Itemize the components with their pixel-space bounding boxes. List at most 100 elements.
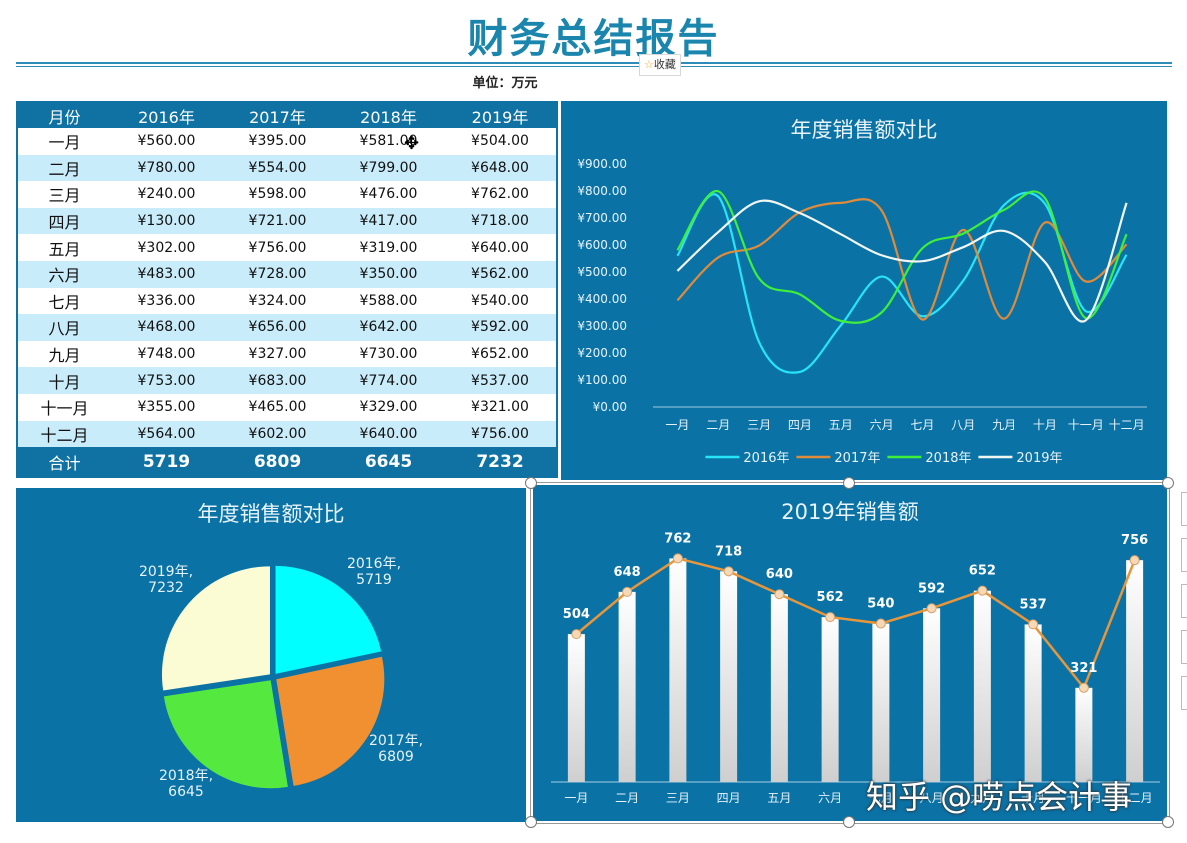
table-cell[interactable]: ¥721.00 <box>221 207 333 235</box>
table-cell[interactable]: ¥476.00 <box>359 186 418 203</box>
table-cell[interactable]: ¥321.00 <box>471 399 529 416</box>
resize-handle[interactable] <box>1162 477 1174 489</box>
table-cell[interactable]: ¥748.00 <box>137 346 196 363</box>
table-cell[interactable]: ¥468.00 <box>110 314 222 341</box>
table-cell[interactable]: 三月 <box>48 186 81 206</box>
table-row: 一月 ¥560.00 ¥395.00 ¥581.00 ¥504.00 <box>17 128 557 155</box>
x-tick-label: 二月 <box>615 791 639 805</box>
table-cell[interactable]: ¥240.00 <box>137 186 196 203</box>
sales-table: 月份 2016年 2017年 2018年 2019年 一月 ¥560.00 ¥395.00 ¥… <box>16 101 558 479</box>
table-cell[interactable]: ¥762.00 <box>471 186 529 203</box>
table-cell[interactable]: 十一月 <box>40 399 89 419</box>
side-tool-button[interactable] <box>1181 630 1187 664</box>
table-cell[interactable]: ¥355.00 <box>137 399 196 416</box>
trend-point <box>926 603 937 614</box>
table-cell[interactable]: ¥598.00 <box>248 186 307 203</box>
resize-handle[interactable] <box>525 477 537 489</box>
table-cell[interactable]: ¥756.00 <box>248 239 307 256</box>
table-cell[interactable]: 二月 <box>17 154 111 182</box>
trend-point <box>622 586 633 597</box>
side-tool-button[interactable] <box>1181 584 1187 618</box>
table-cell[interactable]: ¥799.00 <box>333 154 445 182</box>
table-header-row: 月份 2016年 2017年 2018年 2019年 <box>17 102 557 128</box>
table-cell[interactable]: ¥319.00 <box>359 239 418 256</box>
table-cell[interactable]: ¥656.00 <box>221 314 333 341</box>
table-cell[interactable]: ¥652.00 <box>471 346 529 363</box>
bar <box>821 617 839 782</box>
table-cell[interactable]: ¥756.00 <box>444 420 557 448</box>
table-cell[interactable]: ¥730.00 <box>359 346 418 363</box>
report-title: 财务总结报告 <box>467 16 720 62</box>
table-cell[interactable]: ¥640.00 <box>471 239 529 256</box>
table-cell[interactable]: ¥560.00 <box>137 133 196 150</box>
pie-label: 2017年, <box>369 733 423 749</box>
move-cursor-icon: ✥ <box>404 133 420 154</box>
table-cell[interactable]: ¥350.00 <box>333 260 445 288</box>
pie-slice-2016年 <box>275 565 382 674</box>
table-cell[interactable]: 八月 <box>17 314 111 341</box>
x-tick-label: 一月 <box>564 791 588 805</box>
table-cell[interactable]: ¥602.00 <box>221 420 333 448</box>
table-cell[interactable]: ¥640.00 <box>333 420 445 448</box>
resize-handle[interactable] <box>843 477 855 489</box>
table-cell[interactable]: ¥324.00 <box>248 292 307 309</box>
table-total-cell[interactable]: 合计 <box>17 447 111 478</box>
table-cell[interactable]: ¥540.00 <box>471 292 529 309</box>
table-cell[interactable]: ¥302.00 <box>137 239 196 256</box>
table-cell[interactable]: ¥130.00 <box>110 207 222 235</box>
table-cell[interactable]: 十月 <box>17 367 111 394</box>
table-cell[interactable]: ¥648.00 <box>444 154 557 182</box>
table-total-cell[interactable]: 5719 <box>110 447 222 478</box>
table-cell[interactable]: ¥753.00 <box>110 367 222 394</box>
table-cell[interactable]: ¥327.00 <box>248 346 307 363</box>
table-cell[interactable]: ¥774.00 <box>333 367 445 394</box>
table-cell[interactable]: 一月 <box>48 133 81 153</box>
table-cell[interactable]: ¥642.00 <box>333 314 445 341</box>
table-cell[interactable]: ¥504.00 <box>471 133 529 150</box>
side-tool-button[interactable] <box>1181 538 1187 572</box>
series-line-2018 <box>676 190 1128 324</box>
table-cell[interactable]: 六月 <box>17 260 111 288</box>
bar <box>618 591 636 782</box>
table-cell[interactable]: ¥329.00 <box>359 399 418 416</box>
table-cell[interactable]: ¥581.00 <box>359 133 418 150</box>
table-total-cell[interactable]: 7232 <box>444 447 557 478</box>
table-cell[interactable]: ¥588.00 <box>359 292 418 309</box>
table-cell[interactable]: 四月 <box>17 207 111 235</box>
table-row: 十二月 ¥564.00 ¥602.00 ¥640.00 ¥756.00 <box>17 420 557 448</box>
table-cell[interactable]: ¥483.00 <box>110 260 222 288</box>
table-cell[interactable]: ¥564.00 <box>110 420 222 448</box>
title-divider-thin <box>16 66 1172 67</box>
side-tool-button[interactable] <box>1181 676 1187 710</box>
table-cell[interactable]: ¥336.00 <box>137 292 196 309</box>
table-cell[interactable]: 五月 <box>48 239 81 259</box>
table-cell[interactable]: ¥395.00 <box>248 133 307 150</box>
resize-handle[interactable] <box>843 816 855 828</box>
table-cell[interactable]: ¥718.00 <box>444 207 557 235</box>
resize-handle[interactable] <box>1162 816 1174 828</box>
bar-chart-panel: 2019年销售额 504 648 762 718 640 562 540 592 652 537 3… <box>533 485 1167 821</box>
pie-chart: 2016年,5719 2017年,6809 2018年,6645 2019年,7232 <box>139 556 423 800</box>
table-cell[interactable]: ¥592.00 <box>444 314 557 341</box>
x-tick-label: 六月 <box>870 418 894 432</box>
table-cell[interactable]: ¥465.00 <box>248 399 307 416</box>
resize-handle[interactable] <box>525 816 537 828</box>
table-cell[interactable]: ¥562.00 <box>444 260 557 288</box>
side-tool-button[interactable] <box>1181 492 1187 526</box>
table-total-cell[interactable]: 6809 <box>221 447 333 478</box>
table-cell[interactable]: ¥417.00 <box>333 207 445 235</box>
y-tick-label: ¥600.00 <box>577 238 627 252</box>
table-cell[interactable]: ¥728.00 <box>221 260 333 288</box>
table-total-cell[interactable]: 6645 <box>333 447 445 478</box>
table-cell[interactable]: ¥780.00 <box>110 154 222 182</box>
legend-label: 2017年 <box>834 451 880 466</box>
favorite-button[interactable]: ☆收藏 <box>639 54 681 76</box>
table-cell[interactable]: ¥537.00 <box>444 367 557 394</box>
table-cell[interactable]: ¥554.00 <box>221 154 333 182</box>
table-cell[interactable]: ¥683.00 <box>221 367 333 394</box>
pie-label: 2019年, <box>139 564 193 580</box>
table-cell[interactable]: 七月 <box>48 292 81 312</box>
table-cell[interactable]: 十二月 <box>17 420 111 448</box>
table-cell[interactable]: 九月 <box>48 346 81 366</box>
bar <box>720 571 738 782</box>
